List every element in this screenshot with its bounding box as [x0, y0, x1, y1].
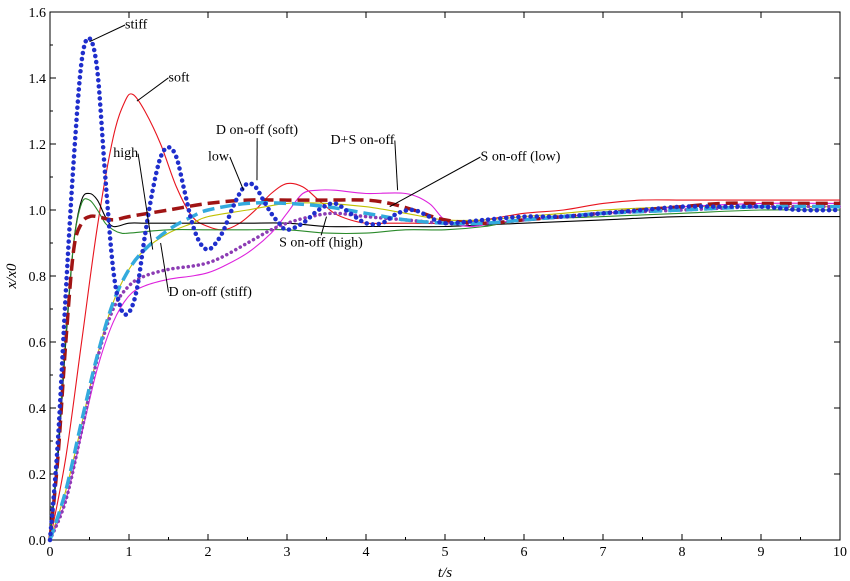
y-tick-label: 0.2	[29, 468, 47, 483]
y-tick-label: 0.6	[29, 336, 47, 351]
series-line	[49, 93, 840, 541]
annotation-leader	[136, 77, 169, 102]
annotation-leader	[160, 242, 169, 293]
y-tick-label: 1.4	[29, 72, 47, 87]
annotation-leader	[137, 153, 154, 250]
annotation-label: D on-off (soft)	[216, 123, 299, 138]
chart-annotations: stiff soft D on-off (soft) D+S on-off high lo…	[89, 18, 561, 300]
series-line	[48, 198, 840, 541]
y-tick-label: 1.6	[29, 6, 47, 21]
y-tick-label: 1.2	[29, 138, 47, 153]
series-line	[49, 198, 841, 541]
series-line	[48, 204, 842, 542]
series-line	[49, 202, 840, 541]
annotation-leader	[389, 156, 481, 208]
y-tick-label: 1.0	[29, 204, 47, 219]
annotation-label: S on-off (high)	[279, 235, 363, 250]
annotation-leader	[229, 156, 245, 191]
annotation-label: soft	[169, 70, 190, 85]
series-line	[48, 201, 841, 541]
x-tick-label: 8	[679, 545, 686, 560]
x-tick-label: 10	[833, 545, 847, 560]
x-tick-label: 6	[521, 545, 528, 560]
x-axis-label: t/s	[438, 565, 452, 581]
y-tick-label: 0.8	[29, 270, 47, 285]
annotation-label: low	[208, 150, 230, 165]
plot-frame	[49, 11, 841, 541]
x-tick-label: 7	[600, 545, 607, 560]
x-tick-label: 3	[284, 545, 291, 560]
x-tick-label: 2	[205, 545, 212, 560]
y-tick-label: 0.0	[29, 534, 47, 549]
x-tick-label: 4	[363, 545, 370, 560]
series-line	[49, 192, 840, 541]
series-line	[47, 35, 843, 543]
annotation-label: D+S on-off	[330, 133, 394, 148]
x-tick-label: 5	[442, 545, 449, 560]
annotation-label: high	[113, 146, 138, 161]
x-tick-label: 0	[47, 545, 54, 560]
annotation-label: D on-off (stiff)	[169, 285, 253, 300]
x-tick-label: 1	[126, 545, 133, 560]
series-line	[49, 189, 841, 541]
y-tick-label: 0.4	[29, 402, 47, 417]
chart-axes: 0 1 2 3 4 5 6 7 8 9 10 0.0 0.2 0.4 0.6 0.8 1.0 1.2 1.4 1.6	[29, 6, 848, 560]
annotation-leader	[320, 216, 327, 236]
y-axis-label: x/x0	[4, 263, 20, 289]
annotation-label: stiff	[125, 18, 148, 33]
annotation-label: S on-off (low)	[481, 150, 561, 165]
x-tick-label: 9	[758, 545, 765, 560]
chart-series	[47, 35, 843, 543]
annotation-leader	[89, 24, 126, 43]
annotation-leader	[394, 140, 399, 191]
